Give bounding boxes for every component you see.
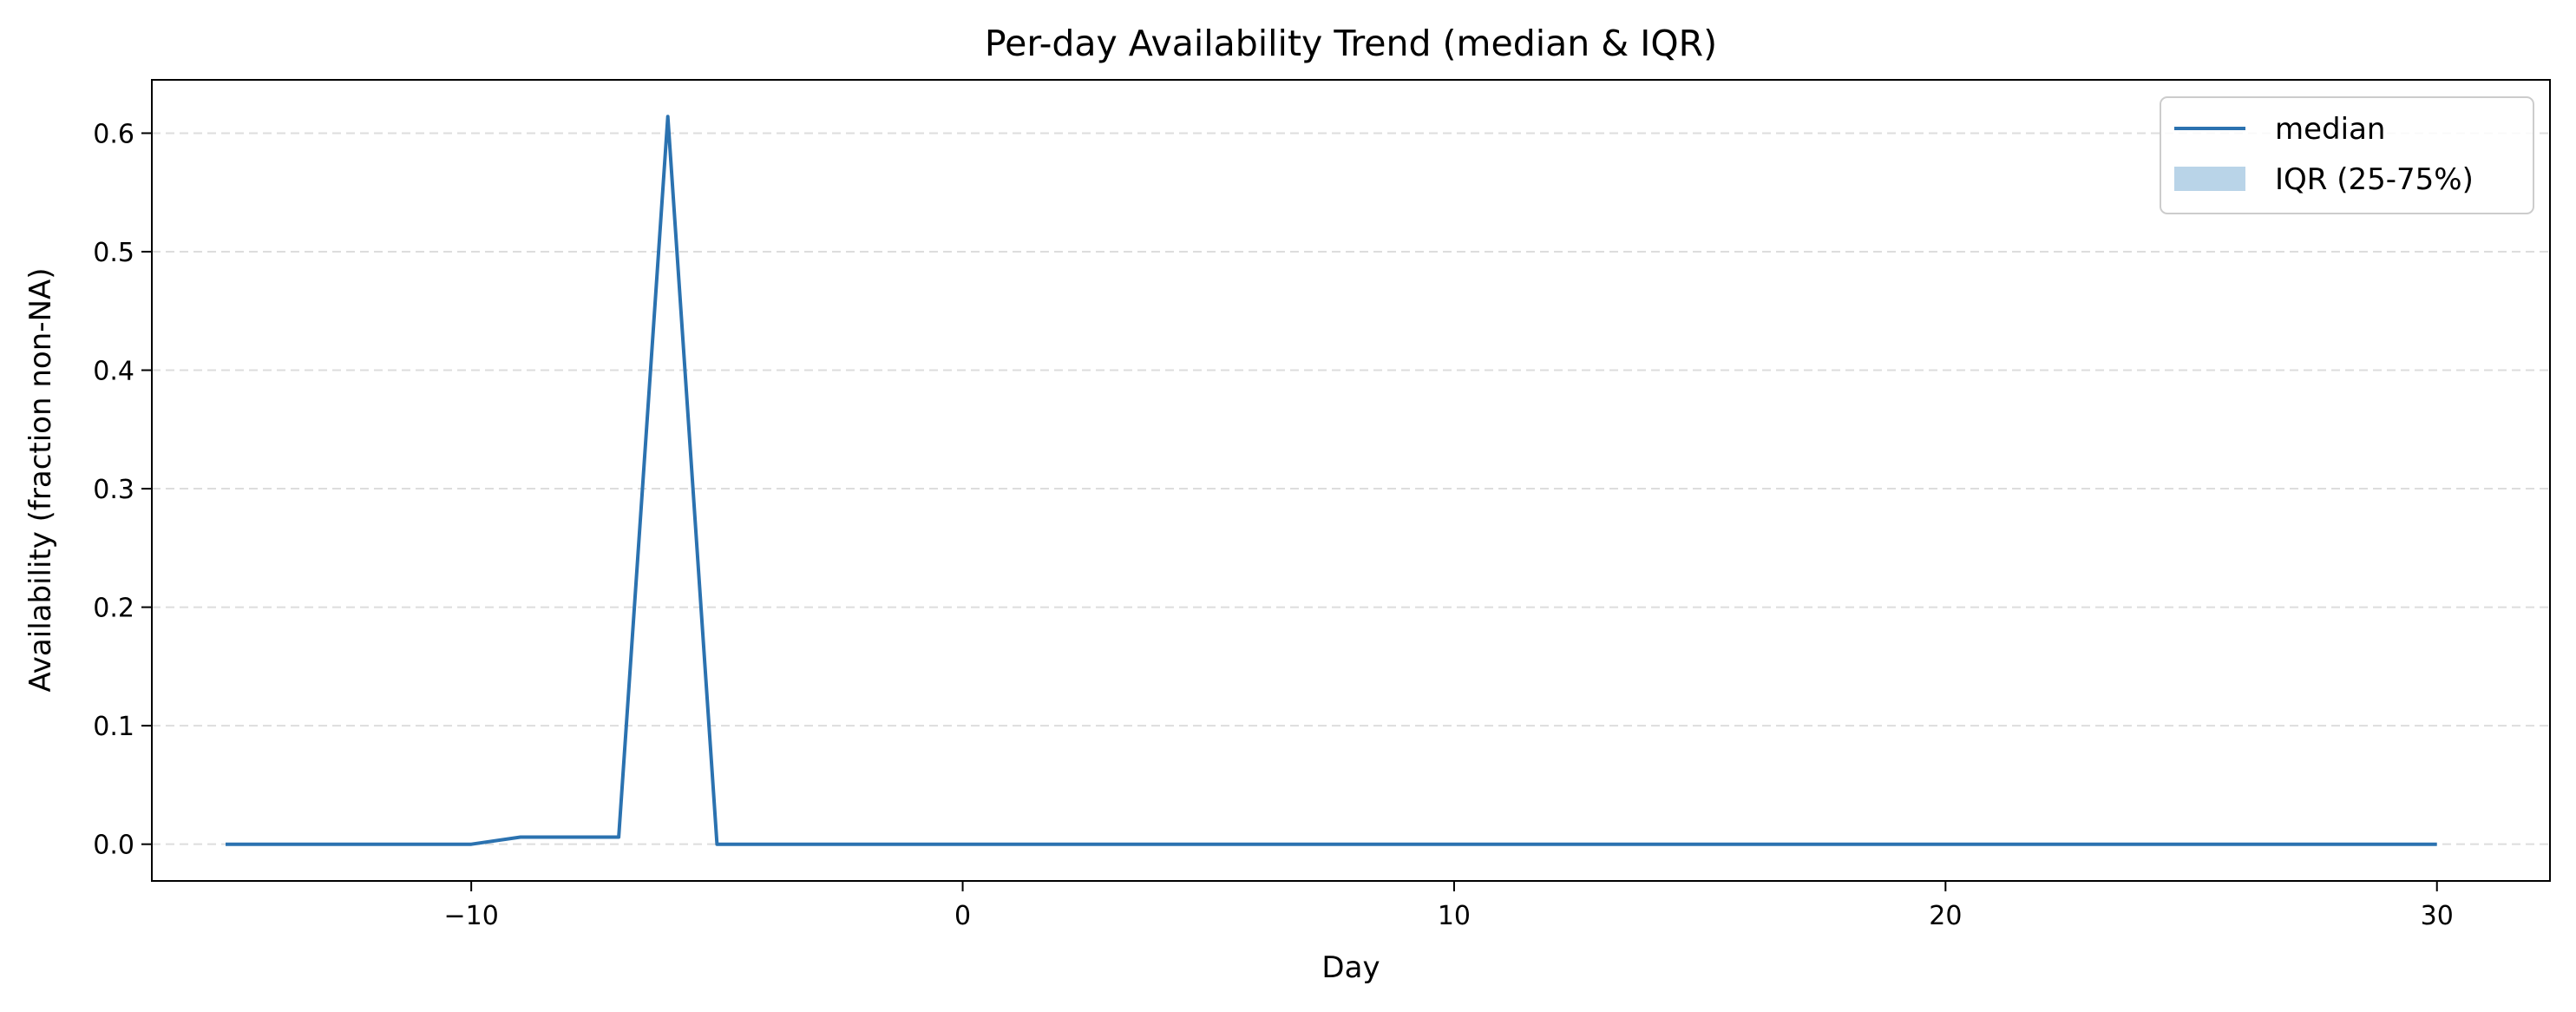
y-tick-label: 0.6 (93, 119, 134, 149)
legend-iqr-swatch (2174, 167, 2245, 191)
y-tick-label: 0.3 (93, 475, 134, 505)
x-tick-label: 20 (1929, 901, 1962, 931)
grid-lines (152, 132, 2550, 845)
y-tick-label: 0.4 (93, 357, 134, 387)
y-axis-label: Availability (fraction non-NA) (23, 268, 58, 693)
y-axis-ticks: 0.0 0.1 0.2 0.3 0.4 0.5 0.6 (93, 119, 152, 861)
y-tick-label: 0.5 (93, 238, 134, 268)
y-tick-label: 0.2 (93, 594, 134, 624)
series-layer (226, 115, 2437, 846)
legend-box (2160, 96, 2534, 214)
plot-frame (151, 79, 2551, 882)
legend: median IQR (25-75%) (2160, 96, 2534, 214)
chart-title: Per-day Availability Trend (median & IQR… (985, 23, 1717, 64)
x-tick-label: 0 (954, 901, 971, 931)
x-tick-label: 30 (2421, 901, 2454, 931)
y-tick-label: 0.1 (93, 712, 134, 742)
y-tick-label: 0.0 (93, 831, 134, 861)
series-line-median (226, 115, 2437, 846)
x-axis-ticks: −10 0 10 20 30 (443, 881, 2454, 931)
x-axis-label: Day (1321, 950, 1380, 985)
x-tick-label: 10 (1438, 901, 1471, 931)
legend-iqr-label: IQR (25-75%) (2275, 162, 2474, 197)
x-tick-label: −10 (443, 901, 498, 931)
legend-median-label: median (2275, 112, 2385, 147)
